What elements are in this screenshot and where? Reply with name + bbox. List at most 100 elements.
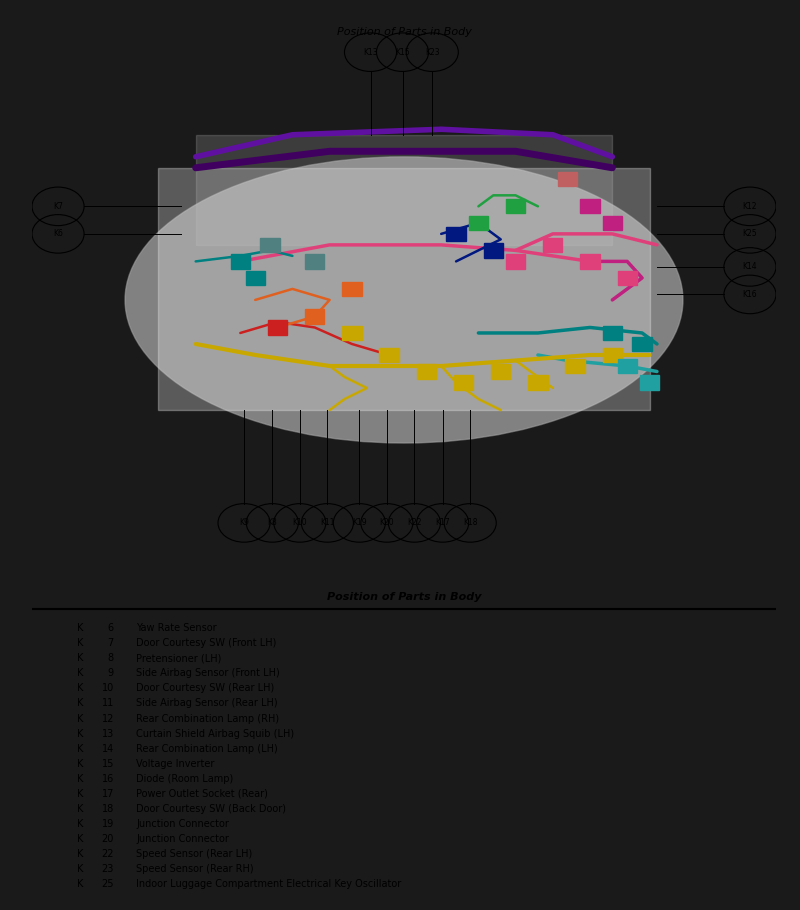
Text: K17: K17 [435, 519, 450, 528]
Text: K: K [77, 789, 83, 799]
Text: K18: K18 [463, 519, 478, 528]
Bar [633, 337, 652, 351]
Bar [268, 320, 287, 335]
Text: K14: K14 [742, 262, 758, 271]
Text: K: K [77, 653, 83, 663]
Text: Side Airbag Sensor (Front LH): Side Airbag Sensor (Front LH) [136, 668, 280, 678]
Text: 12: 12 [102, 713, 114, 723]
Text: 22: 22 [102, 849, 114, 859]
Bar [602, 348, 622, 362]
Text: K: K [77, 699, 83, 709]
Text: K25: K25 [742, 229, 758, 238]
Text: Junction Connector: Junction Connector [136, 819, 229, 829]
Text: 17: 17 [102, 789, 114, 799]
Text: Junction Connector: Junction Connector [136, 834, 229, 844]
Text: 11: 11 [102, 699, 114, 709]
Text: Side Airbag Sensor (Rear LH): Side Airbag Sensor (Rear LH) [136, 699, 278, 709]
Bar [618, 359, 637, 373]
Text: Yaw Rate Sensor: Yaw Rate Sensor [136, 623, 217, 633]
Bar [528, 375, 547, 389]
Text: K: K [77, 713, 83, 723]
Text: Door Courtesy SW (Rear LH): Door Courtesy SW (Rear LH) [136, 683, 274, 693]
Text: Position of Parts in Body: Position of Parts in Body [326, 592, 482, 602]
Bar [602, 326, 622, 340]
Text: Rear Combination Lamp (RH): Rear Combination Lamp (RH) [136, 713, 279, 723]
Text: 14: 14 [102, 743, 114, 753]
Bar [305, 309, 324, 324]
Text: 13: 13 [102, 729, 114, 739]
Bar [261, 238, 280, 252]
Polygon shape [196, 135, 612, 245]
Bar [566, 359, 585, 373]
Text: Indoor Luggage Compartment Electrical Key Oscillator: Indoor Luggage Compartment Electrical Ke… [136, 879, 402, 889]
Text: K: K [77, 729, 83, 739]
Text: 18: 18 [102, 804, 114, 814]
Text: Voltage Inverter: Voltage Inverter [136, 759, 214, 769]
Text: K: K [77, 743, 83, 753]
Text: 15: 15 [102, 759, 114, 769]
Text: Speed Sensor (Rear LH): Speed Sensor (Rear LH) [136, 849, 253, 859]
Text: K: K [77, 834, 83, 844]
Text: K8: K8 [267, 519, 277, 528]
Text: 10: 10 [102, 683, 114, 693]
Bar [379, 348, 398, 362]
Text: K12: K12 [742, 202, 758, 211]
Text: K: K [77, 864, 83, 875]
Text: K: K [77, 623, 83, 633]
Text: Diode (Room Lamp): Diode (Room Lamp) [136, 774, 234, 784]
Text: 6: 6 [108, 623, 114, 633]
Text: K13: K13 [363, 47, 378, 56]
Ellipse shape [125, 157, 683, 443]
Text: 23: 23 [102, 864, 114, 875]
Text: K22: K22 [407, 519, 422, 528]
Bar [580, 199, 600, 214]
Text: Door Courtesy SW (Front LH): Door Courtesy SW (Front LH) [136, 638, 277, 648]
Text: K: K [77, 819, 83, 829]
Bar [543, 238, 562, 252]
Bar [580, 254, 600, 268]
Text: Rear Combination Lamp (LH): Rear Combination Lamp (LH) [136, 743, 278, 753]
Bar [506, 199, 526, 214]
Text: Curtain Shield Airbag Squib (LH): Curtain Shield Airbag Squib (LH) [136, 729, 294, 739]
Bar [305, 254, 324, 268]
Text: 19: 19 [102, 819, 114, 829]
Text: 25: 25 [102, 879, 114, 889]
Bar [230, 254, 250, 268]
Bar [484, 243, 503, 258]
Text: K10: K10 [293, 519, 307, 528]
Bar [417, 364, 436, 379]
Text: K: K [77, 668, 83, 678]
Text: K: K [77, 683, 83, 693]
Text: 7: 7 [107, 638, 114, 648]
Text: 9: 9 [108, 668, 114, 678]
Text: K: K [77, 774, 83, 784]
Bar [640, 375, 659, 389]
Text: K20: K20 [379, 519, 394, 528]
Bar [469, 216, 488, 230]
Text: K19: K19 [352, 519, 366, 528]
Bar [558, 172, 578, 186]
Text: K16: K16 [742, 290, 758, 298]
Text: Power Outlet Socket (Rear): Power Outlet Socket (Rear) [136, 789, 268, 799]
Bar [618, 271, 637, 285]
Text: 20: 20 [102, 834, 114, 844]
Text: K: K [77, 804, 83, 814]
Text: K11: K11 [320, 519, 334, 528]
Text: K7: K7 [53, 202, 63, 211]
Text: 16: 16 [102, 774, 114, 784]
Bar [342, 282, 362, 296]
Text: Speed Sensor (Rear RH): Speed Sensor (Rear RH) [136, 864, 254, 875]
Bar [246, 271, 265, 285]
Text: Door Courtesy SW (Back Door): Door Courtesy SW (Back Door) [136, 804, 286, 814]
Text: K: K [77, 879, 83, 889]
Bar [342, 326, 362, 340]
Bar [454, 375, 473, 389]
Text: K9: K9 [239, 519, 249, 528]
Text: K15: K15 [395, 47, 410, 56]
Bar [506, 254, 526, 268]
Text: K: K [77, 759, 83, 769]
Text: K: K [77, 849, 83, 859]
Bar [491, 364, 510, 379]
Text: Pretensioner (LH): Pretensioner (LH) [136, 653, 222, 663]
Text: K6: K6 [53, 229, 63, 238]
